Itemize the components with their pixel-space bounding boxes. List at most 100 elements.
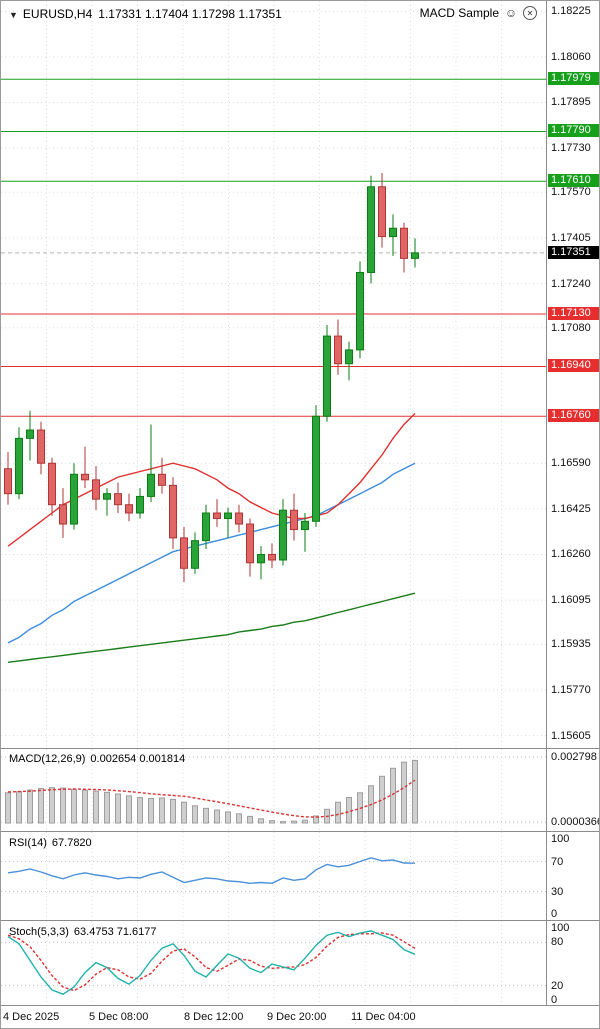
candle-body [147,473,155,497]
macd-histogram-bar [60,787,66,824]
candle-body [411,252,419,259]
candle-body [378,186,386,238]
smiley-icon[interactable]: ☺ [504,6,518,20]
time-axis-label: 8 Dec 12:00 [184,1011,244,1023]
macd-histogram-bar [302,819,308,824]
macd-histogram-bar [93,790,99,824]
time-axis[interactable]: 4 Dec 2025 5 Dec 08:00 8 Dec 12:00 9 Dec 20… [1,1007,599,1028]
candle-body [4,468,12,495]
rsi-title: RSI(14) [9,837,47,849]
macd-histogram-bar [49,787,55,824]
rsi-axis-tick: 30 [551,885,564,898]
resistance-price-badge: 1.17979 [548,72,599,86]
ohlc-values: 1.17331 1.17404 1.17298 1.17351 [98,7,282,21]
stoch-signal-line [7,932,416,992]
stoch-title: Stoch(5,3,3) [9,926,69,938]
candle-body [389,227,397,238]
stoch-axis-tick: 20 [551,979,564,992]
time-axis-label: 5 Dec 08:00 [89,1011,149,1023]
support-price-badge: 1.16760 [548,409,599,423]
panel-separator[interactable] [1,831,599,832]
ea-label: MACD Sample ☺ ✕ [420,6,537,20]
macd-histogram-bar [192,805,198,824]
ma-red-line [7,413,416,547]
stoch-axis-tick: 80 [551,936,564,949]
macd-histogram-bar [225,811,231,824]
macd-histogram-bar [71,788,77,824]
candle-body [235,512,243,525]
rsi-line [7,857,416,885]
candle-body [312,415,320,522]
ea-name: MACD Sample [419,6,499,20]
price-tick: 1.16425 [551,502,591,515]
candle-body [158,473,166,486]
ma-green-line [7,592,416,663]
panel-separator[interactable] [1,748,599,749]
price-tick: 1.17080 [551,321,591,334]
stoch-axis-tick: 100 [551,922,570,934]
time-axis-label: 11 Dec 04:00 [351,1011,416,1023]
candle-body [213,512,221,520]
candle-body [202,512,210,542]
time-axis-label: 4 Dec 2025 [3,1011,60,1023]
rsi-axis-tick: 70 [551,855,564,868]
candle-body [92,479,100,500]
macd-histogram-bar [280,821,286,824]
macd-label: MACD(12,26,9) 0.002654 0.001814 [9,753,190,765]
macd-histogram-bar [38,788,44,824]
rsi-axis-tick: 100 [551,833,570,845]
rsi-indicator-panel[interactable] [1,832,547,920]
price-tick: 1.15770 [551,683,591,696]
candle-body [169,484,177,539]
rsi-label: RSI(14) 67.7820 [9,837,97,849]
candle-body [400,227,408,259]
ma-blue-line [7,462,416,644]
current-price-badge: 1.17351 [548,245,599,259]
candle-body [290,509,298,531]
stoch-indicator-panel[interactable] [1,921,547,1005]
macd-histogram-bar [148,797,154,824]
macd-indicator-panel[interactable] [1,749,547,831]
macd-signal-line [7,779,416,818]
candle-body [257,553,265,564]
resistance-price-badge: 1.17790 [548,124,599,138]
chart-header: ▼ EURUSD,H4 1.17331 1.17404 1.17298 1.1735… [9,7,288,21]
price-tick: 1.16095 [551,594,591,607]
macd-histogram-bar [16,791,22,824]
panel-separator[interactable] [1,920,599,921]
candle-body [268,553,276,561]
price-tick: 1.17405 [551,231,591,244]
candlestick-chart[interactable] [1,1,547,748]
macd-title: MACD(12,26,9) [9,753,86,765]
price-tick: 1.17570 [551,186,591,199]
quick-trade-dropdown-icon[interactable]: ▼ [9,10,18,20]
candle-body [334,335,342,365]
price-axis: 1.18225 1.18060 1.17895 1.17730 1.17570 1.174… [547,1,599,1006]
macd-histogram-bar [27,789,33,824]
candle-body [37,429,45,464]
price-tick: 1.18060 [551,50,591,63]
close-icon[interactable]: ✕ [523,6,537,20]
macd-histogram-bar [401,761,407,824]
macd-histogram-bar [258,818,264,824]
price-tick: 1.17895 [551,96,591,109]
macd-histogram-bar [236,813,242,824]
price-tick: 1.15935 [551,638,591,651]
stoch-label: Stoch(5,3,3) 63.4753 71.6177 [9,926,162,938]
symbol-period-label: EURUSD,H4 [22,7,93,21]
macd-histogram-bar [313,815,319,824]
candle-body [301,520,309,531]
price-axis-separator [546,1,547,1006]
macd-histogram-bar [82,789,88,824]
macd-histogram-bar [412,759,418,824]
candle-body [180,537,188,569]
rsi-values: 67.7820 [51,837,92,849]
macd-histogram-bar [170,798,176,824]
price-tick: 1.16590 [551,457,591,470]
candle-body [224,512,232,520]
macd-histogram-bar [159,797,165,824]
price-tick: 1.17240 [551,277,591,290]
macd-histogram-bar [291,820,297,824]
macd-histogram-bar [104,791,110,824]
